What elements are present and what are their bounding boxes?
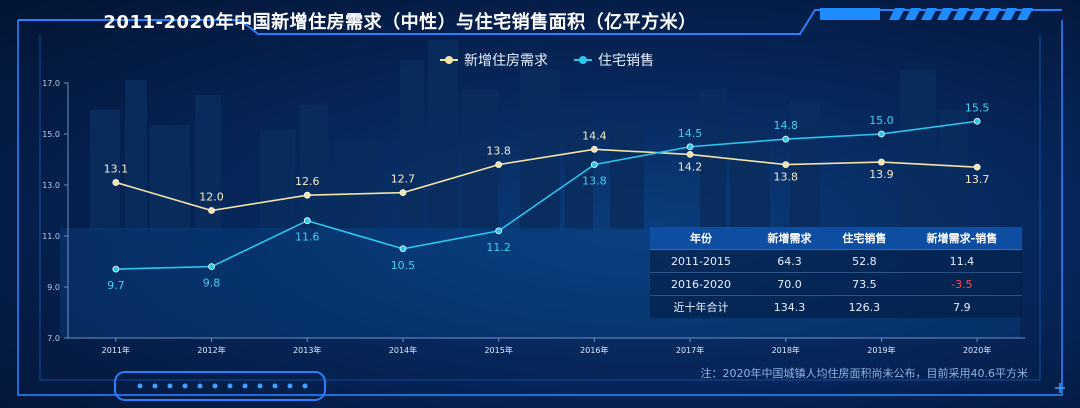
x-tick-label: 2011年 [102,345,130,355]
table-cell: 64.3 [752,249,827,273]
data-point-0 [208,207,215,214]
data-point-1 [495,227,503,235]
table-cell-negative: -3.5 [901,272,1022,296]
data-label-0: 13.8 [486,145,511,158]
table-cell: 2016-2020 [650,272,753,296]
data-label-0: 13.7 [965,173,990,186]
data-point-1 [686,143,694,151]
data-label-1: 14.5 [678,127,703,140]
legend-label-demand: 新增住房需求 [464,53,548,69]
data-point-0 [495,161,503,169]
legend-label-sales: 住宅销售 [598,53,654,69]
legend-marker-sales [574,56,592,64]
data-point-0 [973,163,981,171]
data-label-1: 15.0 [869,114,894,127]
data-label-0: 13.1 [104,162,129,175]
table-cell: 2011-2015 [650,249,753,273]
data-label-0: 12.7 [391,173,416,186]
data-label-0: 13.8 [774,171,799,184]
y-tick-label: 9.0 [47,283,60,292]
table-cell: 52.8 [826,249,902,273]
table-cell: 73.5 [826,272,902,296]
data-label-1: 13.8 [582,175,607,188]
data-label-1: 9.8 [203,277,221,290]
data-point-1 [399,245,407,253]
data-label-1: 15.5 [965,101,990,114]
data-point-0 [399,189,407,197]
x-tick-label: 2018年 [772,345,800,355]
data-point-0 [112,179,120,186]
chart-legend: 新增住房需求 住宅销售 [440,50,654,70]
data-point-1 [590,161,598,169]
series-line-0 [115,148,978,212]
data-point-1 [973,117,981,125]
table-row: 2016-2020 70.0 73.5 -3.5 [650,272,1022,296]
table-row: 近十年合计 134.3 126.3 7.9 [650,295,1022,318]
table-header-cell: 年份 [650,227,753,250]
x-tick-label: 2017年 [676,345,704,355]
table-row: 2011-2015 64.3 52.8 11.4 [650,249,1022,273]
table-cell: 126.3 [826,295,902,318]
table-cell: 134.3 [752,295,827,318]
table-header-cell: 新增需求 [752,227,827,250]
x-tick-label: 2012年 [197,345,225,355]
summary-table: 年份 新增需求 住宅销售 新增需求-销售 2011-2015 64.3 52.8… [650,227,1022,318]
x-tick-label: 2015年 [484,345,512,355]
data-point-1 [112,265,120,273]
table-cell: 近十年合计 [650,295,753,318]
data-point-0 [878,158,885,166]
x-tick-label: 2013年 [293,345,321,355]
table-cell: 11.4 [901,249,1022,273]
y-tick-label: 15.0 [42,130,60,139]
data-label-0: 14.2 [678,160,703,173]
data-point-0 [590,145,598,153]
table-header-cell: 住宅销售 [826,227,902,250]
y-tick-label: 13.0 [42,181,60,190]
x-tick-label: 2014年 [389,345,417,355]
series-line-1 [115,120,978,270]
data-label-1: 11.6 [295,231,320,244]
data-label-1: 9.7 [107,279,125,292]
data-point-1 [208,263,215,271]
x-tick-label: 2020年 [963,345,991,355]
data-point-1 [878,130,885,138]
table-cell: 70.0 [752,272,827,296]
x-tick-label: 2019年 [867,345,895,355]
legend-item-sales: 住宅销售 [574,50,654,70]
data-point-0 [686,150,694,158]
data-label-1: 10.5 [391,259,416,272]
data-label-0: 12.6 [295,175,320,188]
data-point-1 [782,135,790,143]
footnote: 注：2020年中国城镇人均住房面积尚未公布，目前采用40.6平方米 [700,367,1029,380]
y-tick-label: 17.0 [42,79,60,88]
data-label-0: 14.4 [582,129,607,142]
data-point-0 [782,161,790,169]
data-label-0: 12.0 [199,191,224,204]
x-tick-label: 2016年 [580,345,608,355]
legend-marker-demand [440,56,458,64]
y-tick-label: 11.0 [42,232,60,241]
data-label-1: 14.8 [774,119,799,132]
chart-title: 2011-2020年中国新增住房需求（中性）与住宅销售面积（亿平方米） [103,12,697,33]
data-label-1: 11.2 [486,241,511,254]
table-cell: 7.9 [901,295,1022,318]
legend-item-demand: 新增住房需求 [440,50,548,70]
y-tick-label: 7.0 [47,334,60,343]
data-point-1 [303,217,311,225]
table-header-row: 年份 新增需求 住宅销售 新增需求-销售 [650,227,1022,250]
data-point-0 [303,191,311,199]
data-label-0: 13.9 [869,168,894,181]
table-header-cell: 新增需求-销售 [901,227,1022,250]
